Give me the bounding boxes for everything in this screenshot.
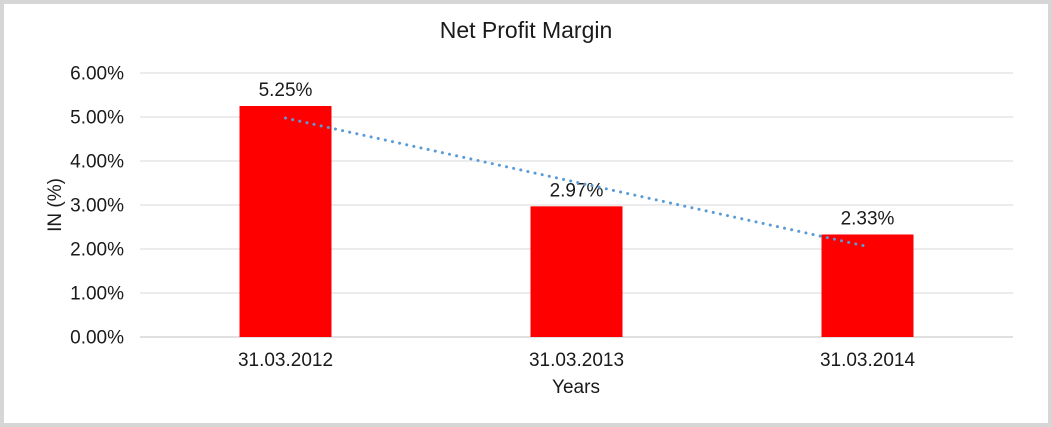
x-axis-title: Years (552, 377, 600, 398)
trendline (284, 116, 869, 249)
chart-title: Net Profit Margin (439, 17, 613, 43)
y-tick-label: 1.00% (70, 284, 124, 305)
y-tick-label: 6.00% (70, 64, 124, 85)
bar-data-label: 2.97% (550, 180, 604, 201)
bar-data-label: 5.25% (259, 80, 313, 101)
x-tick-label: 31.03.2013 (529, 350, 624, 371)
y-tick-label: 0.00% (70, 328, 124, 349)
bar (821, 234, 914, 337)
x-tick-label: 31.03.2012 (238, 350, 333, 371)
y-tick-label: 5.00% (70, 108, 124, 129)
bar-data-label: 2.33% (841, 208, 895, 229)
y-tick-label: 4.00% (70, 152, 124, 173)
x-tick-label: 31.03.2014 (820, 350, 916, 371)
y-tick-label: 2.00% (70, 240, 124, 261)
y-tick-label: 3.00% (70, 196, 124, 217)
bar (530, 206, 623, 337)
bar (239, 106, 332, 337)
